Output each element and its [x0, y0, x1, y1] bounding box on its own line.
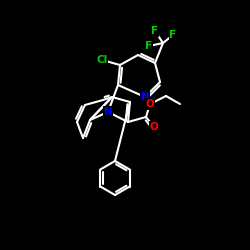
Text: O: O: [150, 122, 158, 132]
Text: F: F: [146, 41, 152, 51]
Text: F: F: [170, 30, 176, 40]
Text: N: N: [140, 92, 149, 102]
Text: N: N: [104, 107, 112, 117]
Text: F: F: [152, 26, 158, 36]
Text: O: O: [146, 99, 154, 109]
Text: Cl: Cl: [96, 55, 108, 65]
